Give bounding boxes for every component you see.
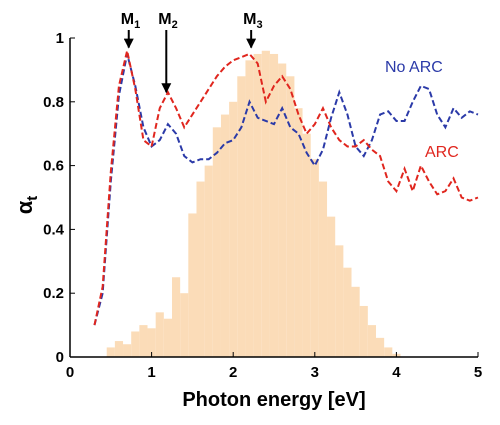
y-tick-label: 0	[56, 349, 64, 366]
x-tick-label: 4	[392, 364, 401, 381]
x-tick-label: 0	[66, 364, 74, 381]
spectrum-bar	[172, 277, 181, 357]
series-line	[93, 50, 479, 326]
spectrum-bar	[163, 318, 172, 357]
spectrum-bar	[327, 216, 336, 357]
spectrum-bar	[343, 267, 352, 357]
spectrum-bar	[229, 101, 238, 357]
spectrum-bar	[335, 245, 344, 357]
spectrum-bar	[188, 213, 197, 357]
annotation-main: M	[158, 11, 171, 28]
spectrum-bar	[139, 325, 148, 357]
spectrum-bar	[196, 181, 205, 357]
annotation-main: M	[121, 11, 134, 28]
y-tick-label: 0.4	[43, 221, 65, 238]
x-tick-label: 2	[229, 364, 237, 381]
series-label: No ARC	[385, 59, 443, 76]
x-tick-label: 3	[311, 364, 319, 381]
annotation-sub: 3	[256, 19, 262, 31]
annotation-label: M3	[243, 11, 262, 31]
spectrum-bar	[302, 133, 311, 357]
annotation-label: M2	[158, 11, 177, 31]
annotation-sub: 2	[172, 19, 178, 31]
y-tick-label: 0.6	[43, 158, 64, 175]
spectrum-bar	[106, 347, 115, 357]
spectrum-bar	[123, 344, 132, 357]
spectrum-bar	[376, 337, 385, 357]
spectrum-bar	[237, 76, 246, 357]
spectrum-bar	[220, 114, 230, 357]
spectrum-bar	[359, 305, 368, 357]
series-line	[93, 53, 479, 326]
y-tick-label: 0.8	[43, 94, 64, 111]
spectrum-bar	[318, 181, 328, 357]
spectrum-bar	[131, 331, 140, 357]
spectrum-bar	[114, 341, 124, 357]
x-tick-label: 1	[147, 364, 155, 381]
annotation-label: M1	[121, 11, 140, 31]
annotation-main: M	[243, 11, 256, 28]
y-tick-label: 1	[56, 30, 64, 47]
annotation-sub: 1	[134, 19, 140, 31]
spectrum-bar	[180, 293, 189, 357]
spectrum-bar	[286, 76, 295, 357]
y-axis-label-main: α	[12, 200, 37, 214]
x-axis-label: Photon energy [eV]	[182, 389, 365, 411]
spectrum-bar	[204, 165, 213, 357]
spectrum-bar	[261, 50, 270, 357]
spectrum-bar	[155, 312, 164, 357]
spectrum-bar	[253, 53, 262, 357]
spectrum-bar	[212, 127, 221, 357]
spectrum-bar	[278, 63, 287, 358]
spectrum-bar	[384, 347, 393, 357]
spectrum-bar	[269, 53, 279, 357]
spectrum-bar	[367, 325, 376, 357]
spectrum-bar	[245, 60, 254, 358]
series-label: ARC	[425, 144, 459, 161]
spectrum-bar	[310, 159, 319, 357]
spectrum-bar	[351, 286, 360, 357]
spectrum-bar	[294, 108, 303, 358]
x-tick-label: 5	[474, 364, 482, 381]
spectrum-bar	[147, 328, 156, 357]
y-axis-label: αt	[12, 196, 41, 215]
y-tick-label: 0.2	[43, 285, 64, 302]
y-axis-label-sub: t	[24, 196, 41, 201]
